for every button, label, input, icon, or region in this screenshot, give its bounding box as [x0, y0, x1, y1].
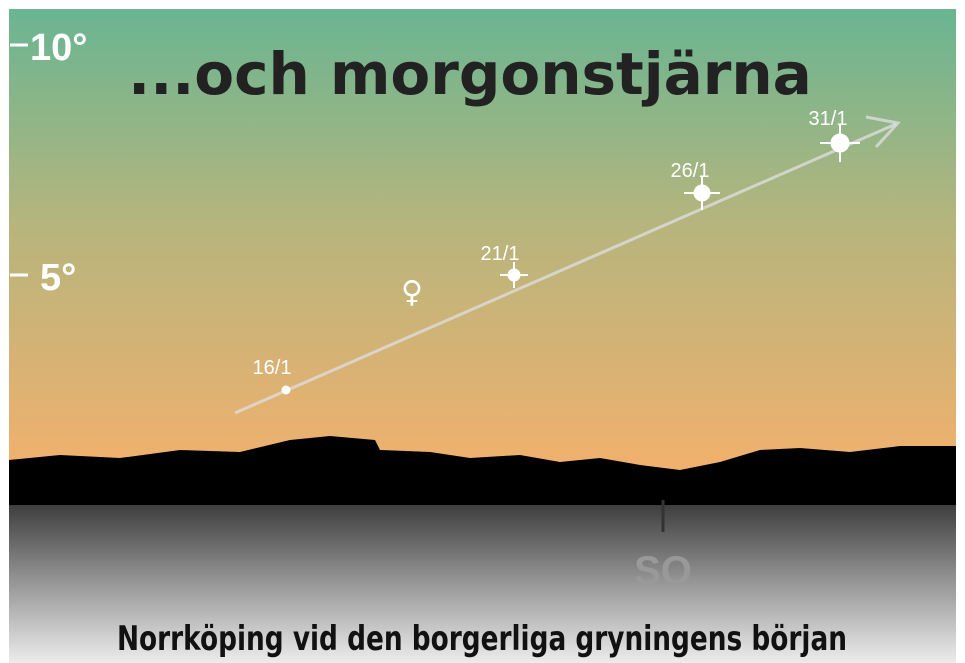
altitude-label: 5°: [40, 257, 76, 299]
caption: Norrköping vid den borgerliga gryningens…: [117, 619, 847, 659]
date-label: 21/1: [481, 243, 520, 265]
sky-chart: 10° 5° ...och morgonstjärna 16/1 21/1 26…: [0, 0, 965, 663]
altitude-label: 10°: [30, 27, 87, 69]
venus-position: [282, 386, 290, 394]
date-label: 31/1: [809, 108, 848, 130]
date-label: 26/1: [671, 160, 710, 182]
title: ...och morgonstjärna: [128, 40, 812, 108]
planet-symbol: ♀: [401, 275, 423, 310]
date-label: 16/1: [253, 357, 292, 379]
direction-label: SO: [634, 549, 692, 593]
